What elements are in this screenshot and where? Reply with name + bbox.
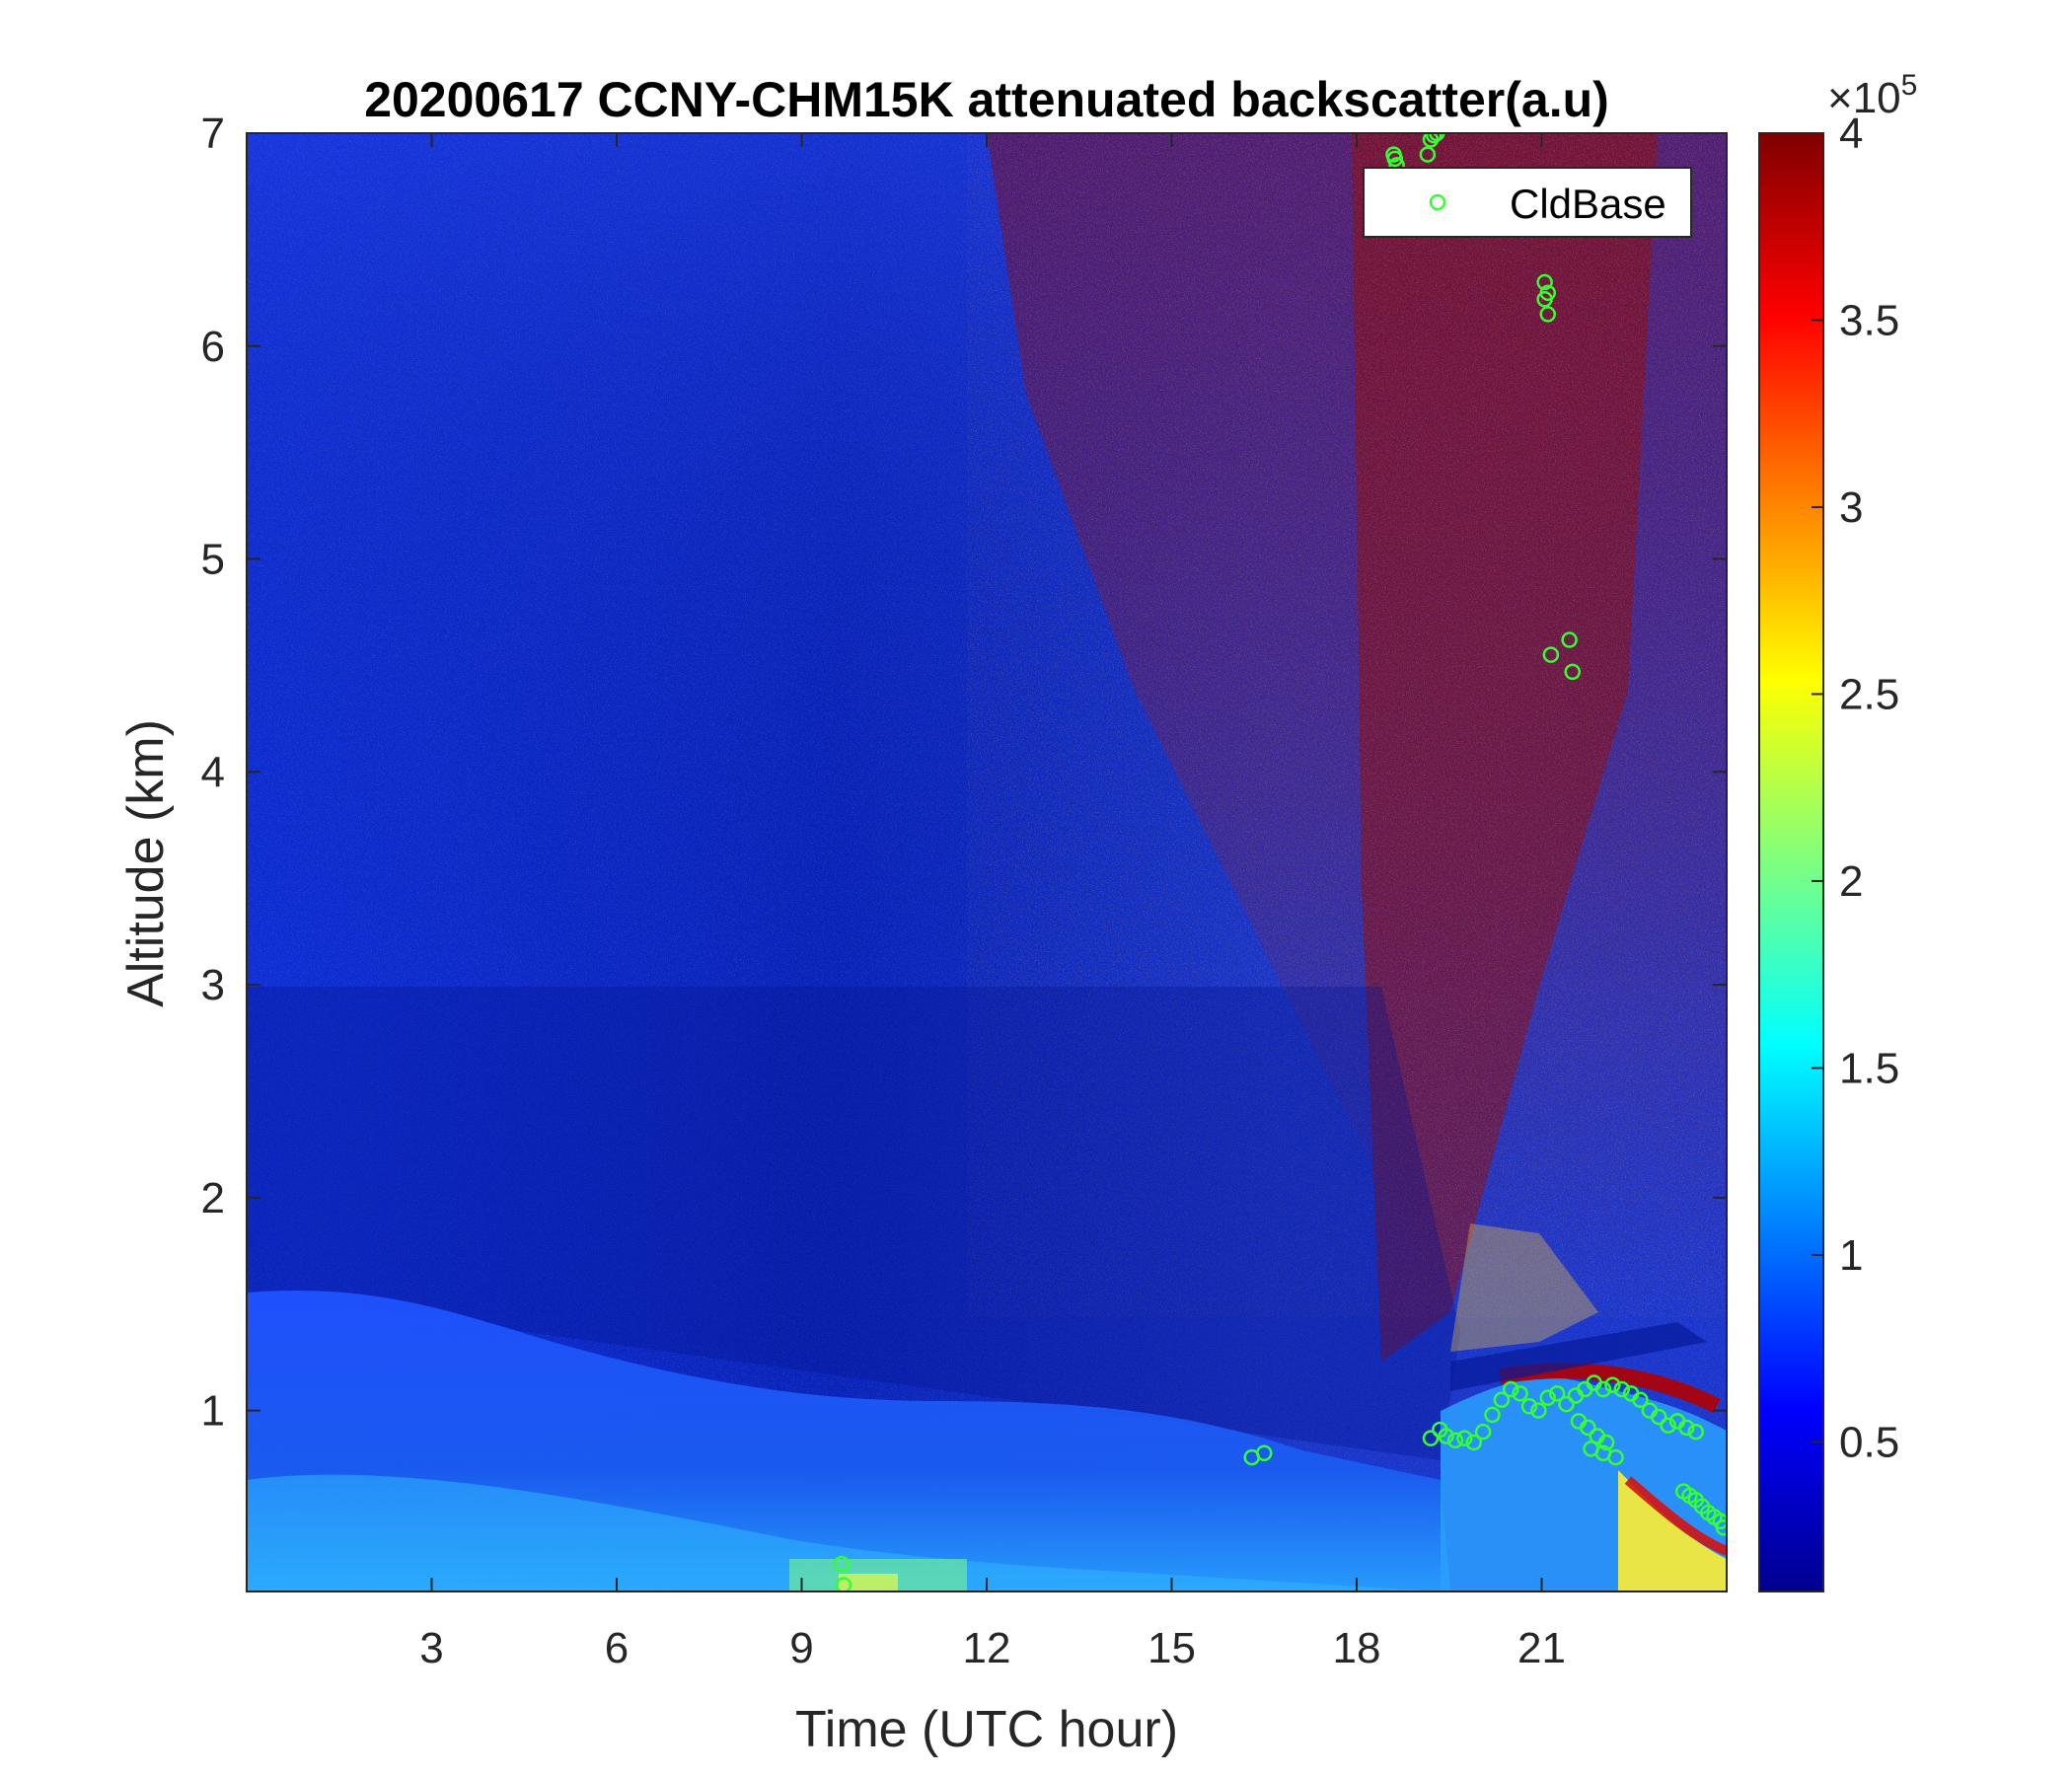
cldbase-point <box>1438 1428 1454 1444</box>
x-tick-label: 15 <box>1147 1624 1196 1672</box>
colorbar-ticks: 0.5 1 1.5 2 2.5 3 3.5 4 <box>1812 110 1899 1466</box>
colorbar-exponent-power: 5 <box>1901 69 1918 102</box>
cldbase-point <box>1564 663 1581 681</box>
colorbar-tick-label: 4 <box>1839 110 1863 158</box>
y-axis-label: Altitude (km) <box>117 719 175 1007</box>
colorbar-tick-label: 2 <box>1839 857 1863 906</box>
cldbase-point <box>1386 150 1403 168</box>
cldbase-point <box>1660 1417 1676 1434</box>
cldbase-point <box>1542 646 1560 663</box>
cldbase-point <box>1548 1385 1566 1402</box>
cldbase-point <box>1604 1376 1621 1393</box>
cldbase-point <box>1493 1391 1511 1409</box>
cldbase-point <box>1594 1444 1612 1462</box>
x-tick-label: 21 <box>1517 1624 1566 1672</box>
colorbar-tick-label: 1 <box>1839 1231 1863 1280</box>
cldbase-point <box>1484 1406 1501 1424</box>
cldbase-point <box>1613 1380 1630 1398</box>
colorbar-tick-label: 0.5 <box>1839 1418 1899 1466</box>
x-tick-label: 12 <box>963 1624 1011 1672</box>
cldbase-point <box>1503 1380 1519 1398</box>
y-axis-ticks: 1 2 3 4 5 6 7 <box>201 110 1727 1436</box>
x-axis-ticks: 3 6 9 12 15 18 21 <box>419 133 1566 1672</box>
cldbase-point <box>1465 1434 1482 1451</box>
y-tick-label: 4 <box>201 748 225 796</box>
colorbar-exponent-base: ×10 <box>1827 74 1901 122</box>
cldbase-point <box>1456 1430 1473 1446</box>
colorbar-exponent: ×105 <box>1827 69 1917 122</box>
colorbar-tick-label: 1.5 <box>1839 1044 1899 1092</box>
cldbase-point <box>1580 1419 1596 1437</box>
x-axis-label: Time (UTC hour) <box>795 1701 1178 1758</box>
legend-box <box>1363 167 1692 238</box>
y-tick-label: 6 <box>201 323 225 371</box>
legend-entry-cldbase: CldBase <box>1510 181 1666 227</box>
colorbar-tick-label: 2.5 <box>1839 670 1899 718</box>
cldbase-point <box>1539 1389 1556 1406</box>
cldbase-point <box>1539 284 1556 302</box>
y-tick-label: 3 <box>201 961 225 1009</box>
cldbase-point <box>1536 273 1553 291</box>
cldbase-point <box>1687 1423 1704 1441</box>
colorbar-tick-label: 3.5 <box>1839 296 1899 344</box>
x-tick-label: 18 <box>1333 1624 1381 1672</box>
colorbar: 0.5 1 1.5 2 2.5 3 3.5 4 ×105 <box>1758 69 1917 1592</box>
x-tick-label: 3 <box>419 1624 443 1672</box>
cldbase-point <box>1678 1419 1695 1437</box>
cldbase-point <box>835 1577 852 1591</box>
x-tick-label: 6 <box>605 1624 629 1672</box>
cldbase-point <box>1715 1519 1727 1536</box>
cldbase-point <box>1632 1391 1649 1409</box>
cldbase-scatter <box>833 133 1727 1591</box>
cldbase-point <box>1594 1380 1612 1398</box>
y-tick-label: 2 <box>201 1174 225 1222</box>
cldbase-point <box>1712 1513 1727 1530</box>
legend: CldBase <box>1363 167 1692 238</box>
cldbase-point <box>1530 1402 1547 1419</box>
cldbase-point <box>1422 1430 1440 1446</box>
cldbase-point <box>1512 1385 1528 1402</box>
cldbase-point <box>1446 1432 1464 1449</box>
cldbase-point <box>1597 1434 1615 1451</box>
cldbase-point <box>1429 133 1445 142</box>
cldbase-point <box>1651 1408 1667 1426</box>
backscatter-heatmap <box>247 133 1727 1591</box>
colorbar-gradient <box>1758 132 1824 1592</box>
cldbase-point <box>1561 631 1578 648</box>
y-tick-label: 1 <box>201 1387 225 1436</box>
chart-title: 20200617 CCNY-CHM15K attenuated backscat… <box>364 72 1609 127</box>
colorbar-tick-label: 3 <box>1839 483 1863 532</box>
cldbase-point <box>1539 306 1556 323</box>
cldbase-point <box>833 1555 851 1573</box>
x-tick-label: 9 <box>789 1624 813 1672</box>
y-tick-label: 5 <box>201 536 225 584</box>
cldbase-point <box>1419 146 1437 163</box>
cldbase-point <box>1256 1444 1273 1462</box>
legend-marker-icon <box>1429 193 1446 211</box>
y-tick-label: 7 <box>201 110 225 158</box>
cldbase-point <box>1425 133 1443 144</box>
cldbase-point <box>1520 1398 1538 1415</box>
cldbase-point <box>1558 1395 1575 1413</box>
cldbase-point <box>1474 1423 1492 1441</box>
